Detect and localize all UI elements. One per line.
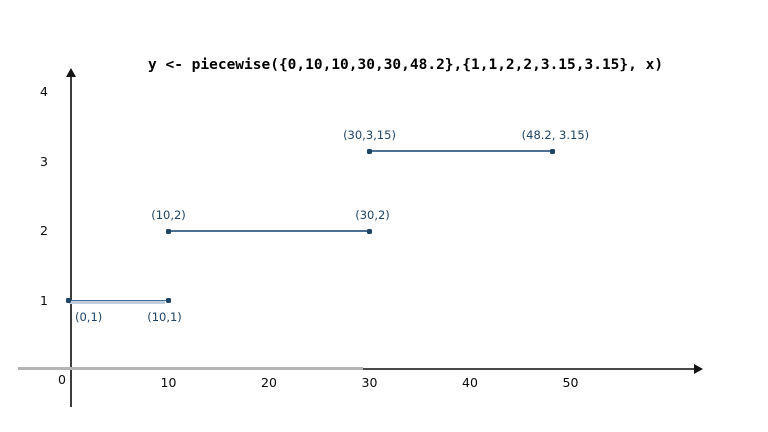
- point-label: (48.2, 3.15): [521, 128, 590, 143]
- y-tick-label: 3: [40, 153, 48, 169]
- x-axis-arrow-icon: [694, 364, 703, 374]
- x-axis-line-dark: [363, 368, 696, 370]
- y-tick-label: 1: [40, 292, 48, 308]
- point-label: (30,3,15): [343, 128, 396, 143]
- x-tick-label: 50: [562, 375, 579, 390]
- data-point: [549, 148, 555, 154]
- segment-line-light: [69, 300, 165, 304]
- point-label: (30,2): [355, 208, 390, 222]
- x-tick-label: 20: [261, 375, 277, 390]
- data-point: [166, 298, 171, 303]
- data-point: [367, 228, 372, 234]
- data-point: [367, 148, 372, 154]
- data-point: [65, 298, 71, 303]
- x-tick-label: 30: [361, 375, 378, 390]
- x-axis-line-gray: [18, 367, 363, 370]
- x-tick-label: 10: [160, 375, 177, 390]
- data-point: [166, 228, 171, 234]
- y-tick-label: 4: [40, 84, 48, 99]
- segment-line: [168, 230, 370, 232]
- point-label: (0,1): [75, 309, 103, 324]
- point-label: (10,2): [151, 208, 186, 222]
- segment-line: [369, 150, 553, 153]
- origin-tick-label: 0: [58, 372, 66, 387]
- point-label: (10,1): [147, 309, 182, 324]
- segment-line: [68, 299, 169, 301]
- x-tick-label: 40: [462, 375, 478, 390]
- chart-title: y <- piecewise({0,10,10,30,30,48.2},{1,1…: [148, 57, 664, 73]
- y-axis-line: [70, 74, 72, 407]
- y-axis-arrow-icon: [66, 68, 76, 77]
- y-tick-label: 2: [40, 223, 48, 238]
